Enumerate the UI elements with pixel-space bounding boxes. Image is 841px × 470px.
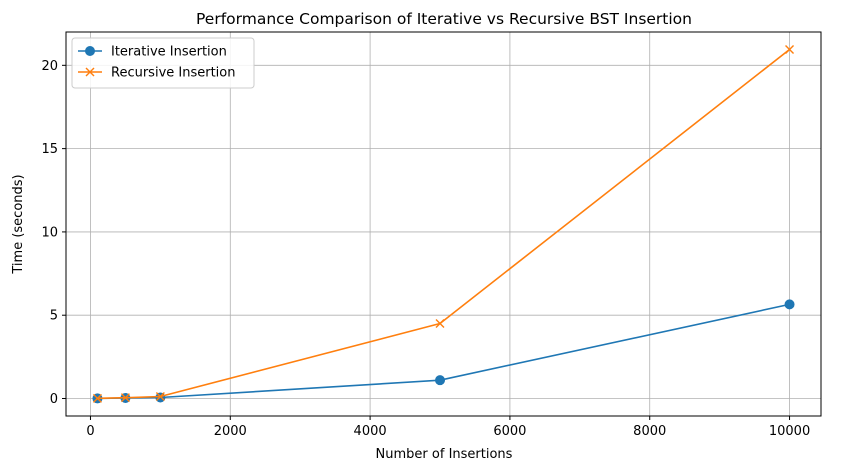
legend-box bbox=[71, 37, 255, 89]
marker-stroke bbox=[785, 44, 795, 54]
axis-ticks: 0 2000 4000 6000 8000 10000 0 5 10 15 20 bbox=[41, 59, 810, 439]
data-point bbox=[155, 392, 165, 402]
legend-swatch-marker bbox=[85, 67, 95, 77]
series-line bbox=[97, 48, 790, 400]
y-axis-label: Time (seconds) bbox=[11, 174, 26, 274]
series-2 bbox=[92, 44, 795, 403]
y-tick-label: 10 bbox=[41, 225, 58, 240]
data-point bbox=[435, 375, 446, 386]
legend-swatch-marker bbox=[85, 46, 95, 56]
legend-label: Iterative Insertion bbox=[111, 45, 227, 60]
legend: Iterative Insertion Recursive Insertion bbox=[71, 37, 255, 89]
grid-lines bbox=[66, 32, 821, 416]
marker-stroke bbox=[120, 393, 130, 403]
x-tick-label: 0 bbox=[86, 424, 94, 439]
x-tick-label: 4000 bbox=[354, 424, 387, 439]
marker-stroke bbox=[435, 319, 445, 329]
data-point bbox=[120, 393, 130, 403]
legend-label: Recursive Insertion bbox=[111, 66, 235, 81]
y-tick-label: 5 bbox=[50, 309, 58, 324]
marker-stroke bbox=[85, 67, 95, 77]
y-tick-label: 15 bbox=[41, 142, 58, 157]
x-tick-label: 8000 bbox=[633, 424, 666, 439]
data-point bbox=[435, 319, 445, 329]
data-point bbox=[785, 44, 795, 54]
data-point bbox=[155, 392, 166, 403]
y-tick-label: 0 bbox=[50, 392, 58, 407]
x-tick-label: 10000 bbox=[769, 424, 810, 439]
marker-stroke bbox=[92, 393, 102, 403]
data-point bbox=[92, 393, 102, 403]
y-tick-label: 20 bbox=[41, 59, 58, 74]
series-line bbox=[97, 303, 790, 400]
x-tick-label: 2000 bbox=[214, 424, 247, 439]
x-tick-label: 6000 bbox=[493, 424, 526, 439]
x-axis-label: Number of Insertions bbox=[376, 447, 513, 462]
series-layer bbox=[92, 44, 795, 404]
chart-title: Performance Comparison of Iterative vs R… bbox=[196, 10, 692, 28]
plot-area-frame bbox=[65, 31, 822, 417]
marker-stroke bbox=[155, 392, 165, 402]
data-point bbox=[784, 299, 795, 310]
